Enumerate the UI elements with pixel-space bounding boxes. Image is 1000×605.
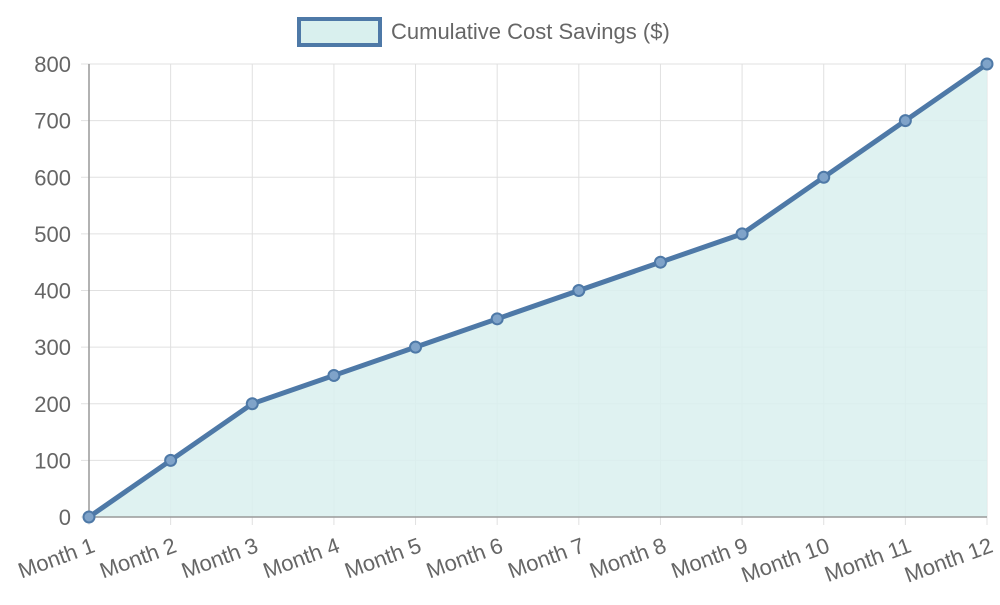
x-tick-label: Month 2 xyxy=(96,533,179,584)
y-tick-label: 0 xyxy=(59,505,71,530)
data-point xyxy=(245,397,259,411)
data-point xyxy=(490,312,504,326)
x-tick-label: Month 11 xyxy=(821,533,914,587)
data-point xyxy=(164,453,178,467)
legend-label: Cumulative Cost Savings ($) xyxy=(391,19,670,44)
data-point xyxy=(653,255,667,269)
x-tick-label: Month 9 xyxy=(668,533,751,584)
area-fill xyxy=(89,64,987,517)
x-tick-label: Month 5 xyxy=(341,533,424,584)
x-tick-label: Month 4 xyxy=(260,533,343,584)
y-tick-label: 700 xyxy=(34,109,71,134)
area-layer xyxy=(89,64,987,517)
data-points xyxy=(82,57,994,524)
y-tick-label: 100 xyxy=(34,448,71,473)
series-line-layer xyxy=(86,61,990,520)
data-point xyxy=(409,340,423,354)
x-tick-label: Month 6 xyxy=(423,533,506,584)
x-tick-label: Month 8 xyxy=(586,533,669,584)
legend[interactable]: Cumulative Cost Savings ($) xyxy=(297,17,670,47)
data-point xyxy=(735,227,749,241)
y-tick-label: 200 xyxy=(34,392,71,417)
y-tick-label: 400 xyxy=(34,279,71,304)
series-line xyxy=(86,61,990,520)
data-point xyxy=(898,114,912,128)
data-point xyxy=(817,170,831,184)
data-point xyxy=(980,57,994,71)
x-tick-label: Month 12 xyxy=(901,533,996,588)
y-tick-label: 500 xyxy=(34,222,71,247)
legend-swatch xyxy=(297,17,382,47)
axes xyxy=(88,64,987,518)
y-tick-label: 800 xyxy=(34,52,71,77)
x-tick-label: Month 3 xyxy=(178,533,261,584)
x-tick-label: Month 7 xyxy=(505,533,588,584)
data-point xyxy=(572,284,586,297)
data-point xyxy=(327,368,341,382)
data-point xyxy=(82,510,96,524)
y-tick-label: 300 xyxy=(34,335,71,360)
y-axis-ticks: 0 100 200 300 400 500 600 700 800 xyxy=(34,52,71,530)
y-tick-label: 600 xyxy=(34,165,71,190)
x-tick-label: Month 10 xyxy=(738,533,833,588)
x-tick-label: Month 1 xyxy=(15,533,98,584)
